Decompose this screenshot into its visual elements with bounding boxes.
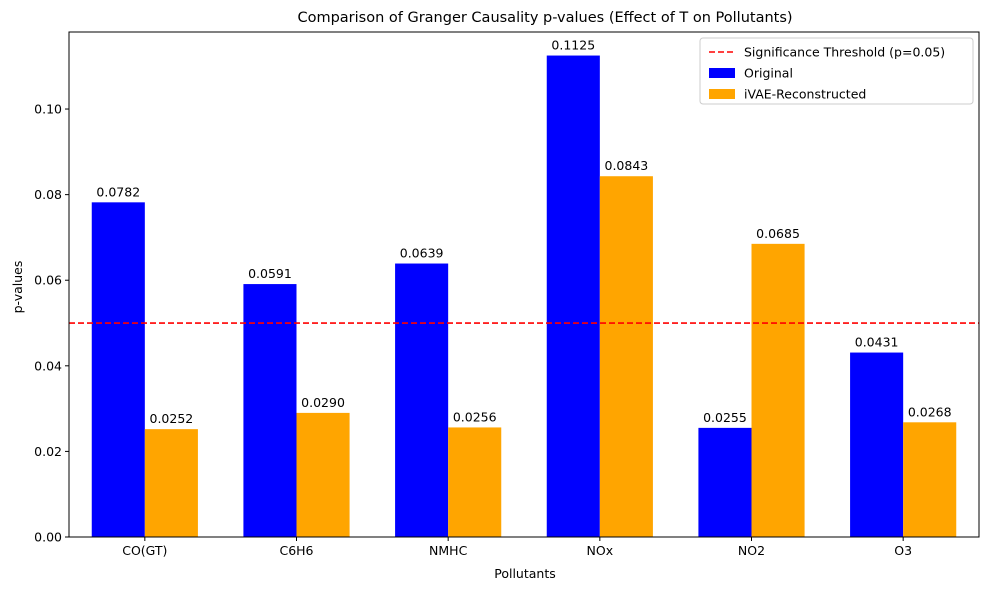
- data-label: 0.0252: [150, 411, 194, 426]
- data-label: 0.0591: [248, 266, 292, 281]
- plot-area: 0.00 0.02 0.04 0.06 0.08 0.10 0.0782 0.0252 CO(G…: [34, 31, 980, 558]
- y-tick-label: 0.00: [34, 530, 62, 545]
- y-tick-label: 0.04: [34, 358, 62, 373]
- plot-frame: [68, 31, 980, 538]
- legend-series-label: iVAE-Reconstructed: [744, 87, 866, 102]
- data-label: 0.1125: [551, 38, 595, 53]
- data-label: 0.0843: [605, 158, 649, 173]
- legend-swatch: [709, 68, 735, 78]
- bar-original: [546, 55, 600, 537]
- data-label: 0.0685: [756, 226, 800, 241]
- legend-threshold-label: Significance Threshold (p=0.05): [744, 45, 945, 60]
- y-tick-label: 0.08: [34, 187, 62, 202]
- bar-ivae: [751, 243, 805, 538]
- x-tick-label: NOx: [587, 543, 614, 558]
- bar-ivae: [144, 429, 198, 537]
- x-tick-label: O3: [894, 543, 912, 558]
- bar-original: [91, 202, 145, 537]
- legend-series-label: Original: [744, 66, 793, 81]
- bar-ivae: [599, 176, 653, 537]
- bar-original: [395, 263, 449, 537]
- bar-ivae: [448, 427, 502, 537]
- legend-swatch: [709, 89, 735, 99]
- bar-original: [243, 284, 297, 537]
- bar-ivae: [903, 422, 957, 537]
- y-tick-label: 0.10: [34, 102, 62, 117]
- y-tick-label: 0.06: [34, 273, 62, 288]
- chart-title: Comparison of Granger Causality p-values…: [297, 10, 792, 26]
- x-tick-label: NO2: [738, 543, 765, 558]
- bar-ivae: [296, 412, 350, 537]
- data-label: 0.0290: [301, 395, 345, 410]
- x-tick-label: CO(GT): [122, 543, 167, 558]
- data-label: 0.0782: [96, 184, 140, 199]
- data-label: 0.0255: [703, 410, 747, 425]
- data-label: 0.0256: [453, 409, 497, 424]
- bar-original: [850, 352, 904, 537]
- y-tick-label: 0.02: [34, 444, 62, 459]
- data-label: 0.0268: [908, 404, 952, 419]
- x-axis-label: Pollutants: [494, 566, 556, 581]
- legend-box: [699, 37, 974, 105]
- x-tick-label: C6H6: [279, 543, 313, 558]
- x-tick-label: NMHC: [429, 543, 468, 558]
- data-label: 0.0639: [400, 246, 444, 261]
- bar-original: [698, 427, 752, 537]
- y-axis-label: p-values: [10, 261, 25, 314]
- data-label: 0.0431: [855, 335, 899, 350]
